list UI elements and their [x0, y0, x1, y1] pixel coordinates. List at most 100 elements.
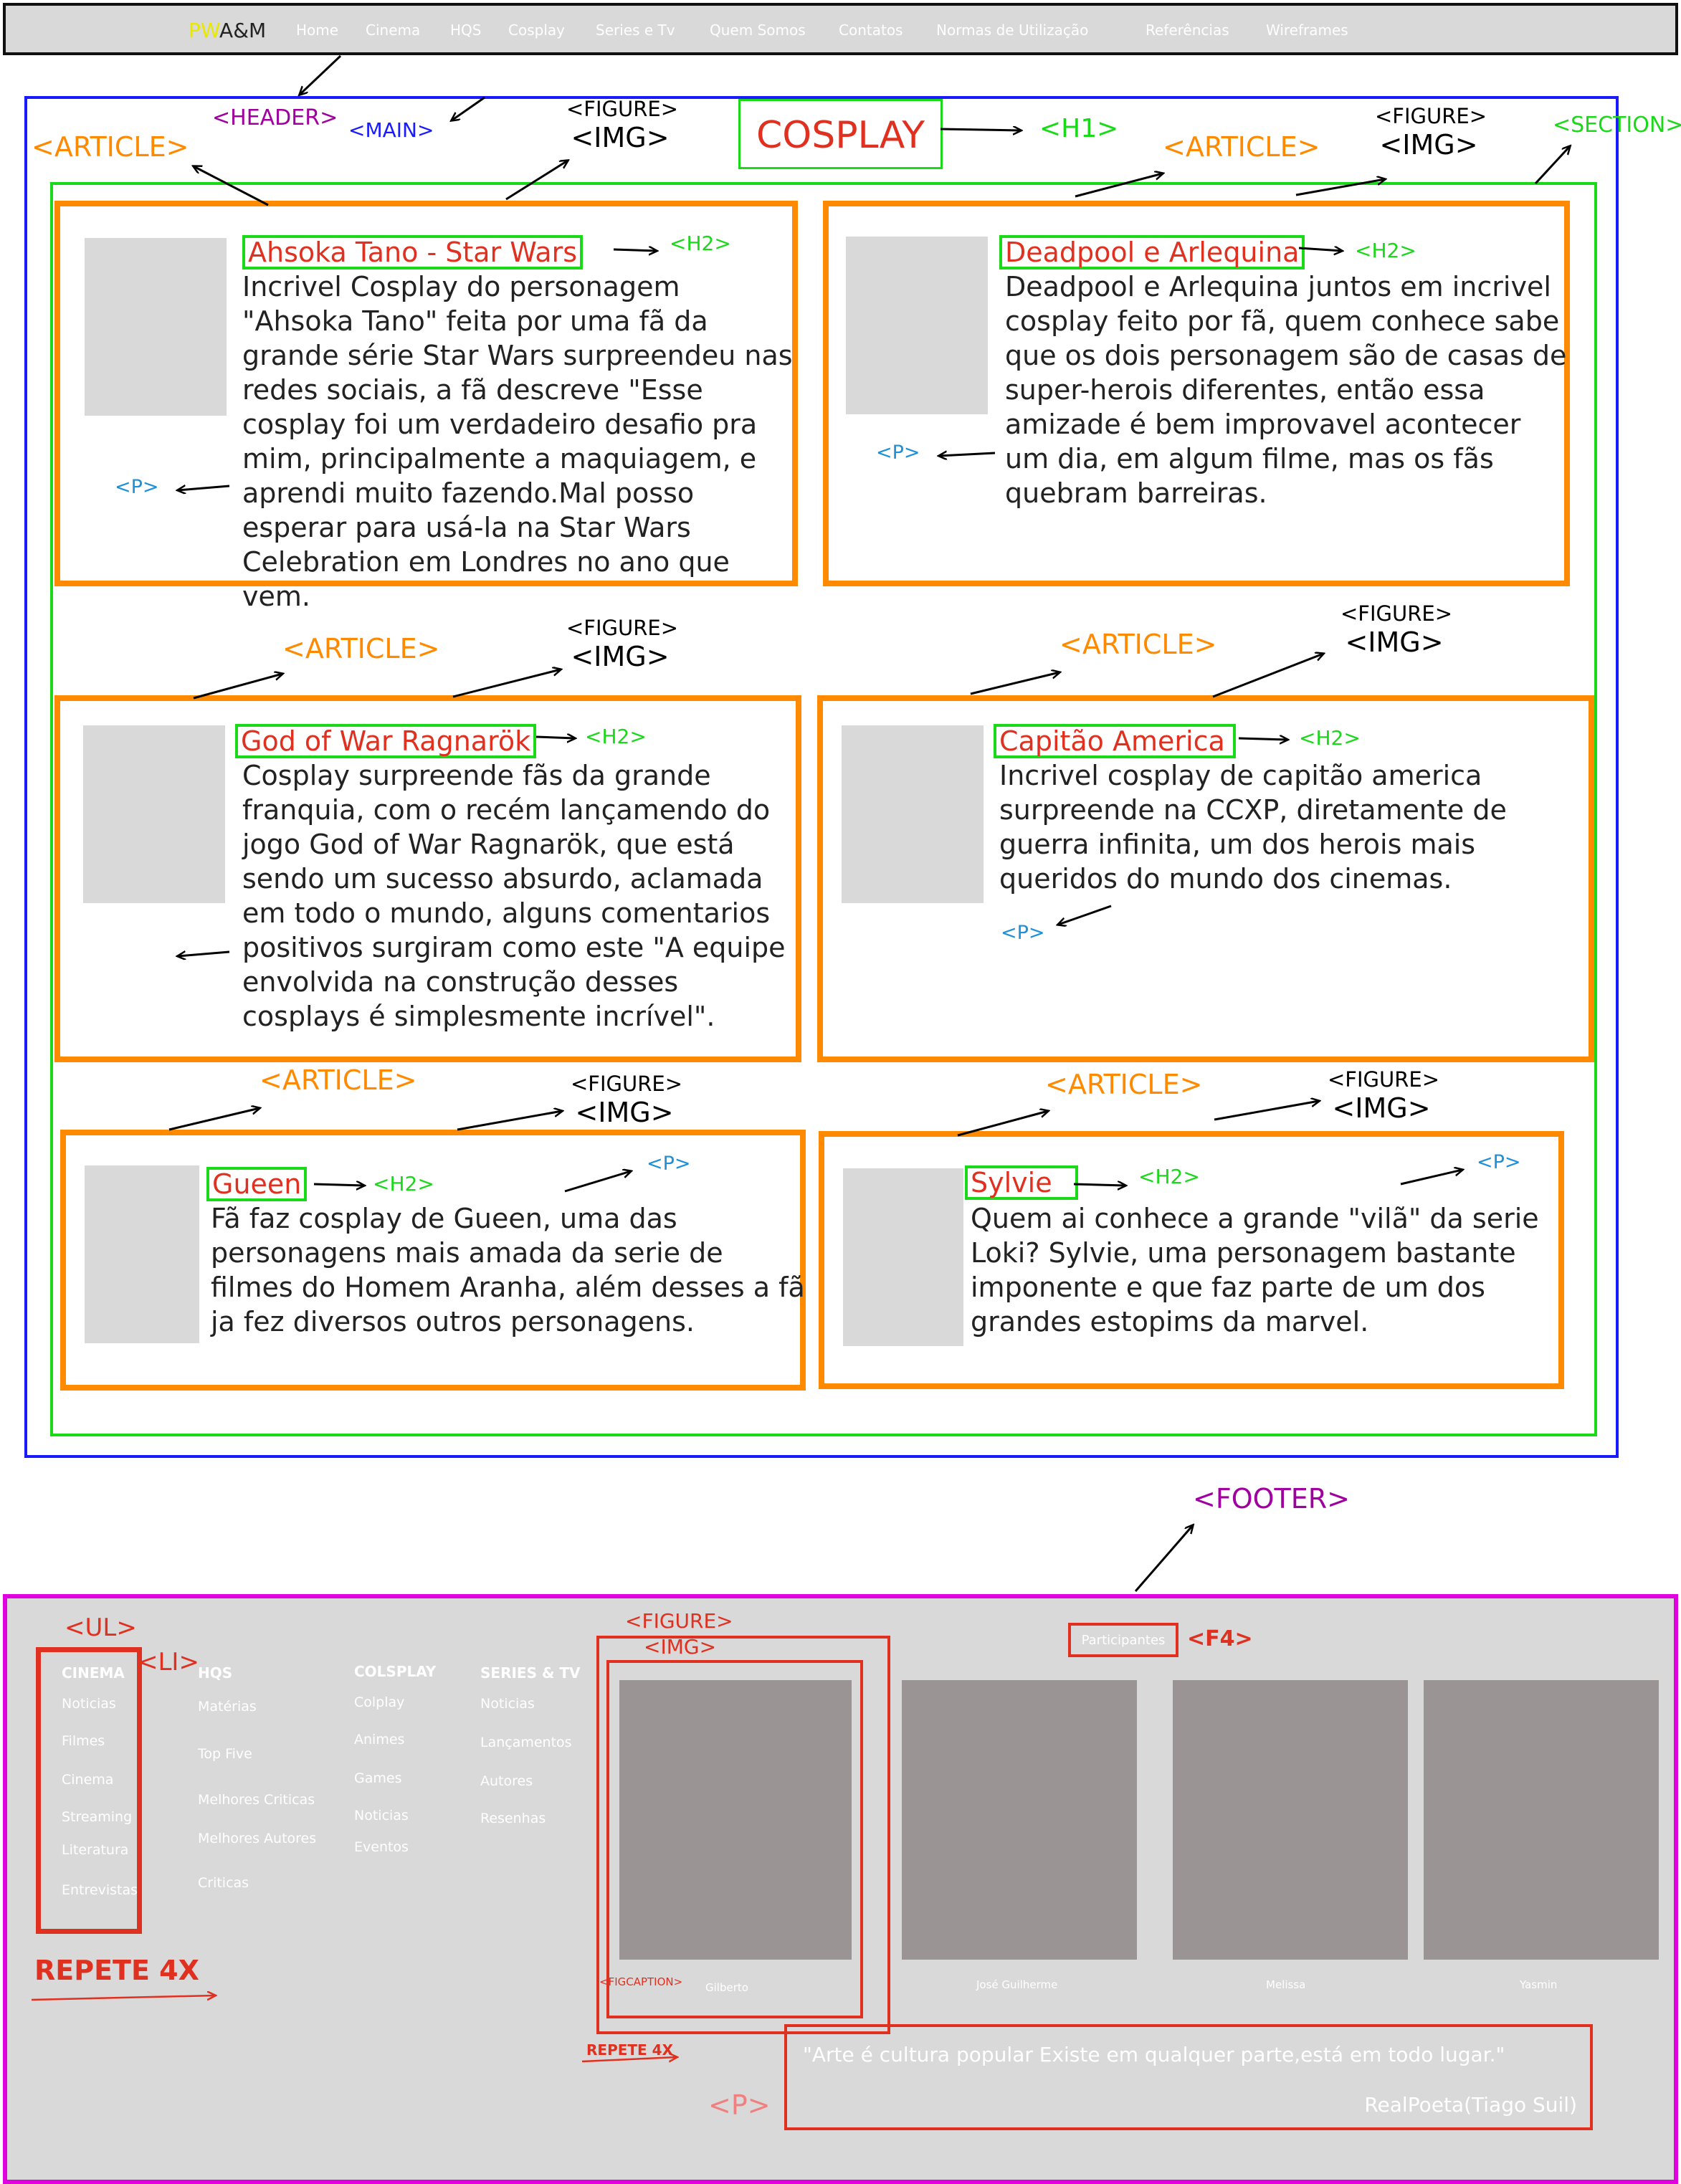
- footer-link[interactable]: Entrevistas: [62, 1882, 138, 1898]
- participants-heading-box: Participantes: [1068, 1623, 1178, 1657]
- header-label: <HEADER>: [212, 105, 338, 130]
- footer-link[interactable]: Resenhas: [480, 1811, 546, 1826]
- article-text: Incrivel cosplay de capitão america surp…: [999, 760, 1507, 895]
- footer-link[interactable]: Animes: [354, 1732, 405, 1747]
- footer-link[interactable]: Criticas: [198, 1875, 249, 1891]
- figure-text: <FIGURE>: [566, 616, 679, 640]
- footer-link[interactable]: Autores: [480, 1773, 533, 1789]
- article-title: Sylvie: [965, 1165, 1078, 1200]
- img-text: <IMG>: [575, 1097, 674, 1128]
- article-text: Fã faz cosplay de Gueen, uma das persona…: [211, 1203, 805, 1337]
- figure-text: <FIGURE>: [1375, 104, 1487, 128]
- quote-text: "Arte é cultura popular Existe em qualqu…: [803, 2043, 1505, 2066]
- figure-label-footer: <FIGURE>: [625, 1609, 733, 1633]
- footer-link[interactable]: Melhores Criticas: [198, 1792, 315, 1808]
- footer-link[interactable]: Colplay: [354, 1694, 405, 1710]
- footer-link[interactable]: Top Five: [198, 1746, 252, 1762]
- nav-hqs[interactable]: HQS: [450, 22, 482, 39]
- article-card-deadpool: Deadpool e Arlequina Deadpool e Arlequin…: [823, 201, 1570, 586]
- footer-link[interactable]: Streaming: [62, 1809, 133, 1825]
- participant-name: Yasmin: [1520, 1978, 1558, 1991]
- footer-link[interactable]: Melhores Autores: [198, 1831, 317, 1846]
- article-text: Quem ai conhece a grande "vilã" da serie…: [971, 1203, 1539, 1337]
- img-highlight-box: [606, 1660, 863, 2018]
- footer-link[interactable]: Lançamentos: [480, 1735, 572, 1750]
- footer-link[interactable]: Filmes: [62, 1733, 105, 1749]
- figure-label-1: <FIGURE> <IMG>: [566, 97, 679, 153]
- footer-link[interactable]: Games: [354, 1770, 402, 1786]
- participant-name: José Guilherme: [976, 1978, 1058, 1991]
- article-title: Ahsoka Tano - Star Wars: [242, 235, 584, 270]
- repete-label-small: REPETE 4X: [586, 2041, 673, 2059]
- footer-col-head-cinema: CINEMA: [62, 1664, 125, 1682]
- nav-home[interactable]: Home: [296, 22, 339, 39]
- article-label-5: <ARTICLE>: [259, 1064, 417, 1096]
- p-label-2: <P>: [876, 442, 920, 464]
- f4-label: <F4>: [1187, 1626, 1253, 1651]
- arrow: [1134, 1525, 1193, 1592]
- figure-text: <FIGURE>: [1328, 1067, 1440, 1092]
- main-frame: [24, 96, 1619, 1458]
- participants-heading: Participantes: [1081, 1633, 1166, 1648]
- article-title: Deadpool e Arlequina: [999, 235, 1305, 270]
- site-logo[interactable]: PWA&M: [189, 19, 266, 42]
- footer-link[interactable]: Matérias: [198, 1699, 257, 1715]
- nav-normas[interactable]: Normas de Utilização: [936, 22, 1089, 39]
- section-label: <SECTION>: [1553, 113, 1681, 138]
- p-label-5: <P>: [647, 1153, 691, 1175]
- figure-label-5: <FIGURE> <IMG>: [571, 1072, 683, 1128]
- h2-label-6: <H2>: [1138, 1165, 1200, 1188]
- participant-photo: [1424, 1680, 1659, 1960]
- nav-quem-somos[interactable]: Quem Somos: [710, 22, 806, 39]
- img-text: <IMG>: [1332, 1092, 1431, 1124]
- footer-link[interactable]: Noticias: [354, 1808, 409, 1823]
- p-label-4: <P>: [1001, 922, 1045, 944]
- figure-label-3: <FIGURE> <IMG>: [566, 616, 679, 672]
- footer-link[interactable]: Noticias: [62, 1696, 116, 1712]
- nav-cosplay[interactable]: Cosplay: [508, 22, 565, 39]
- h2-label-1: <H2>: [670, 232, 731, 255]
- figure-highlight-box: [596, 1636, 890, 2034]
- page-title: COSPLAY: [756, 114, 925, 157]
- footer-label: <FOOTER>: [1193, 1483, 1350, 1515]
- section-frame: [50, 182, 1597, 1436]
- footer-col-head-series-tv: SERIES & TV: [480, 1664, 581, 1682]
- h2-label-4: <H2>: [1299, 726, 1361, 750]
- repete-label-big: REPETE 4X: [34, 1955, 199, 1986]
- arrow: [300, 54, 342, 95]
- quote-box: "Arte é cultura popular Existe em qualqu…: [784, 2024, 1593, 2130]
- footer-link[interactable]: Eventos: [354, 1839, 409, 1855]
- figure-text: <FIGURE>: [571, 1072, 683, 1096]
- article-label-2: <ARTICLE>: [1163, 131, 1320, 163]
- quote-author: RealPoeta(Tiago Suil): [1364, 2093, 1577, 2117]
- footer-link[interactable]: Noticias: [480, 1696, 535, 1712]
- article-label-4: <ARTICLE>: [1059, 629, 1217, 660]
- img-text: <IMG>: [1345, 626, 1444, 658]
- nav-contatos[interactable]: Contatos: [839, 22, 903, 39]
- nav-series-tv[interactable]: Series e Tv: [596, 22, 675, 39]
- participant-name: Gilberto: [705, 1981, 748, 1994]
- article-text: Deadpool e Arlequina juntos em incrivel …: [1005, 271, 1567, 509]
- nav-wireframes[interactable]: Wireframes: [1266, 22, 1348, 39]
- nav-cinema[interactable]: Cinema: [366, 22, 421, 39]
- h2-label-3: <H2>: [585, 725, 647, 748]
- figure-text: <FIGURE>: [1340, 601, 1453, 626]
- article-image: [83, 725, 225, 903]
- article-label-6: <ARTICLE>: [1045, 1069, 1203, 1100]
- logo-pw: PW: [189, 19, 220, 42]
- footer: <UL> <LI> REPETE 4X REPETE 4X CINEMA Not…: [3, 1594, 1678, 2184]
- p-label-footer: <P>: [708, 2089, 771, 2121]
- article-label-1: <ARTICLE>: [32, 131, 189, 163]
- h2-label-2: <H2>: [1355, 239, 1416, 262]
- footer-col-head-colsplay: COLSPLAY: [354, 1663, 437, 1680]
- participant-photo: [1173, 1680, 1408, 1960]
- nav-referencias[interactable]: Referências: [1146, 22, 1229, 39]
- article-card-god-of-war: God of War Ragnarök Cosplay surpreende f…: [54, 695, 801, 1062]
- article-title: Gueen: [206, 1167, 308, 1201]
- footer-link[interactable]: Cinema: [62, 1772, 114, 1788]
- figure-text: <FIGURE>: [566, 97, 679, 121]
- footer-link[interactable]: Literatura: [62, 1842, 129, 1858]
- img-text: <IMG>: [571, 641, 670, 672]
- img-text: <IMG>: [571, 122, 670, 153]
- article-card-ahsoka: Ahsoka Tano - Star Wars Incrivel Cosplay…: [54, 201, 798, 612]
